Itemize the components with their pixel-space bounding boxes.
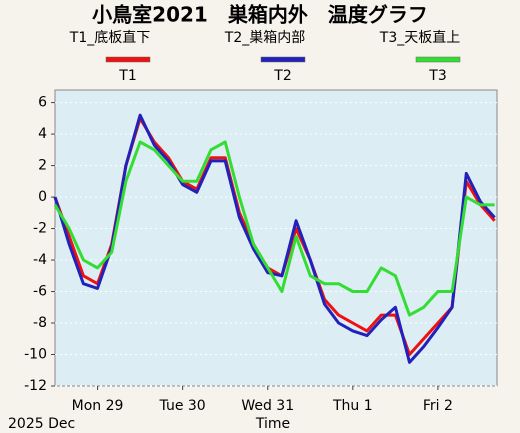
x-axis-label: Time: [255, 416, 290, 432]
legend-title: T1_底板直下: [69, 29, 150, 46]
legend-label: T2: [273, 68, 291, 84]
series-line: [53, 113, 496, 364]
plot-area: [54, 89, 498, 387]
y-tick-label: -8: [33, 315, 47, 331]
legend-swatch: [415, 56, 461, 63]
legend-title: T2_巣箱内部: [224, 30, 305, 46]
legend-title: T3_天板直上: [379, 29, 460, 46]
legend-swatch: [260, 56, 306, 63]
y-tick-label: 0: [38, 189, 47, 205]
x-tick-label: Tue 30: [159, 398, 206, 414]
y-tick-label: -4: [33, 252, 47, 268]
x-tick-label: Fri 2: [423, 398, 453, 414]
x-tick-label: Thu 1: [332, 398, 373, 414]
y-tick-label: -6: [33, 284, 47, 300]
x-tick-label: Mon 29: [72, 398, 124, 414]
y-tick-label: -2: [33, 221, 47, 237]
y-tick-label: -12: [24, 378, 47, 394]
y-tick-label: 6: [38, 95, 47, 111]
y-tick-label: 4: [38, 126, 47, 142]
x-tick-label: Wed 31: [241, 398, 294, 414]
x-date-label: 2025 Dec: [8, 416, 75, 432]
chart-title: 小鳥室2021 巣箱内外 温度グラフ: [92, 3, 428, 27]
y-tick-label: -10: [24, 347, 47, 363]
legend-label: T3: [428, 68, 446, 84]
legend-label: T1: [118, 68, 136, 84]
series-line: [53, 140, 495, 317]
legend-swatch: [105, 56, 151, 63]
y-tick-label: 2: [38, 158, 47, 174]
